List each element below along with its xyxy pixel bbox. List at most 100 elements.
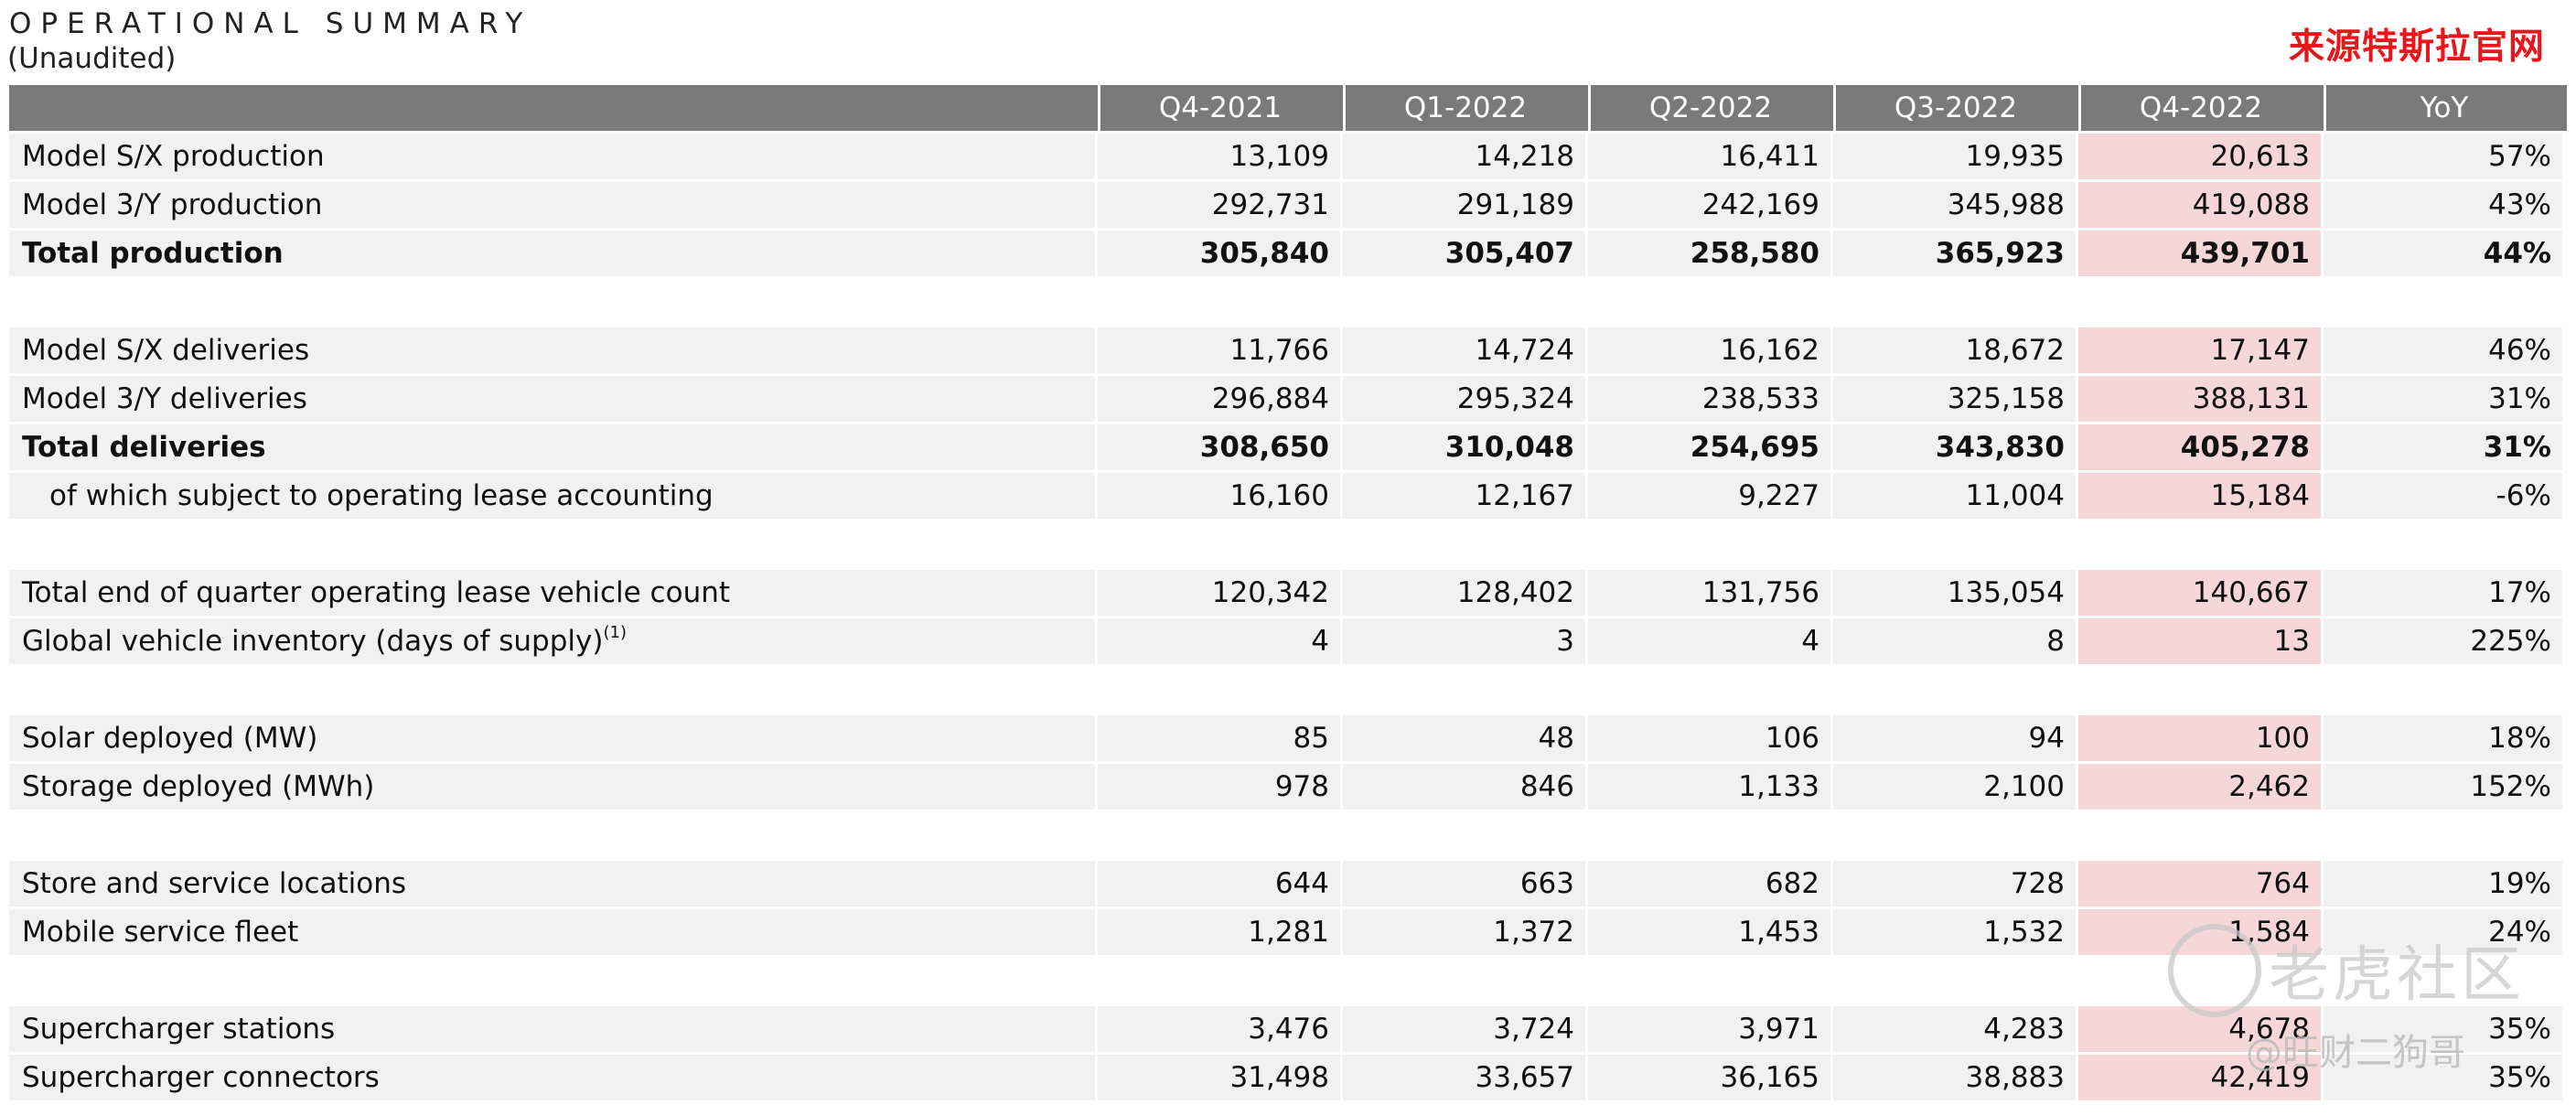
cell-q4-2022: 42,419 <box>2078 1055 2321 1100</box>
cell-q2-2022: 1,453 <box>1588 909 1830 955</box>
table-row: Model S/X production 13,109 14,218 16,411 19… <box>9 134 2567 179</box>
cell-q4-2021: 292,731 <box>1098 182 1340 228</box>
cell-q3-2022: 2,100 <box>1833 764 2076 810</box>
cell-q4-2021: 3,476 <box>1098 1006 1340 1052</box>
table-row: Storage deployed (MWh) 978 846 1,133 2,100 2,… <box>9 764 2567 810</box>
cell-yoy: 17% <box>2324 570 2562 616</box>
row-label: Model 3/Y production <box>9 182 1095 228</box>
cell-q4-2022: 419,088 <box>2078 182 2321 228</box>
cell-yoy: 44% <box>2324 231 2562 276</box>
cell-q4-2021: 4 <box>1098 618 1340 664</box>
cell-q3-2022: 11,004 <box>1833 473 2076 519</box>
cell-q4-2022: 439,701 <box>2078 231 2321 276</box>
cell-yoy: 57% <box>2324 134 2562 179</box>
cell-q2-2022: 1,133 <box>1588 764 1830 810</box>
row-label-text: of which subject to operating lease acco… <box>49 479 714 512</box>
row-label-text: Total production <box>22 237 284 270</box>
row-label: of which subject to operating lease acco… <box>9 473 1095 519</box>
cell-q4-2021: 308,650 <box>1098 424 1340 470</box>
table-row: Mobile service fleet 1,281 1,372 1,453 1,532… <box>9 909 2567 955</box>
table-row: Supercharger stations 3,476 3,724 3,971 4,28… <box>9 1006 2567 1052</box>
cell-q4-2021: 120,342 <box>1098 570 1340 616</box>
cell-q2-2022: 682 <box>1588 861 1830 907</box>
cell-q4-2021: 11,766 <box>1098 327 1340 373</box>
table-row: Total end of quarter operating lease veh… <box>9 570 2567 616</box>
cell-q3-2022: 365,923 <box>1833 231 2076 276</box>
row-label: Total end of quarter operating lease veh… <box>9 570 1095 616</box>
row-label: Total production <box>9 231 1095 276</box>
cell-q2-2022: 36,165 <box>1588 1055 1830 1100</box>
header-q4-2022: Q4-2022 <box>2078 85 2321 131</box>
cell-q3-2022: 38,883 <box>1833 1055 2076 1100</box>
page-subtitle: (Unaudited) <box>7 42 177 75</box>
cell-q4-2022: 140,667 <box>2078 570 2321 616</box>
cell-q1-2022: 33,657 <box>1343 1055 1585 1100</box>
cell-q3-2022: 94 <box>1833 715 2076 761</box>
table-row: Model 3/Y production 292,731 291,189 242,16… <box>9 182 2567 228</box>
cell-q2-2022: 9,227 <box>1588 473 1830 519</box>
cell-yoy: 19% <box>2324 861 2562 907</box>
cell-yoy: 31% <box>2324 376 2562 422</box>
table-body: Model S/X production 13,109 14,218 16,411 19… <box>9 134 2567 1100</box>
operational-summary-table: Q4-2021 Q1-2022 Q2-2022 Q3-2022 Q4-2022 … <box>9 85 2567 1103</box>
cell-q4-2021: 13,109 <box>1098 134 1340 179</box>
cell-q2-2022: 16,162 <box>1588 327 1830 373</box>
cell-q2-2022: 258,580 <box>1588 231 1830 276</box>
header-q1-2022: Q1-2022 <box>1343 85 1585 131</box>
cell-q2-2022: 242,169 <box>1588 182 1830 228</box>
cell-q3-2022: 325,158 <box>1833 376 2076 422</box>
table-row: Model S/X deliveries 11,766 14,724 16,162 18… <box>9 327 2567 373</box>
cell-q1-2022: 663 <box>1343 861 1585 907</box>
cell-q4-2022: 20,613 <box>2078 134 2321 179</box>
table-row: Total deliveries 308,650 310,048 254,695 343… <box>9 424 2567 470</box>
row-label: Mobile service fleet <box>9 909 1095 955</box>
row-label-text: Storage deployed (MWh) <box>22 770 375 803</box>
cell-q2-2022: 106 <box>1588 715 1830 761</box>
row-label: Model S/X production <box>9 134 1095 179</box>
table-row: Model 3/Y deliveries 296,884 295,324 238,53… <box>9 376 2567 422</box>
cell-yoy: -6% <box>2324 473 2562 519</box>
cell-q3-2022: 18,672 <box>1833 327 2076 373</box>
source-tag: 来源特斯拉官网 <box>2288 27 2545 68</box>
header-label-cell <box>9 85 1095 131</box>
cell-q1-2022: 12,167 <box>1343 473 1585 519</box>
header-q2-2022: Q2-2022 <box>1588 85 1830 131</box>
cell-q2-2022: 4 <box>1588 618 1830 664</box>
cell-yoy: 35% <box>2324 1055 2562 1100</box>
cell-q1-2022: 3,724 <box>1343 1006 1585 1052</box>
row-label-text: Global vehicle inventory (days of supply… <box>22 625 604 658</box>
row-label-text: Total end of quarter operating lease veh… <box>22 576 731 609</box>
cell-q1-2022: 128,402 <box>1343 570 1585 616</box>
group-spacer <box>9 279 2567 327</box>
header-yoy: YoY <box>2324 85 2562 131</box>
header-q4-2021: Q4-2021 <box>1098 85 1340 131</box>
cell-q4-2022: 13 <box>2078 618 2321 664</box>
row-label-text: Model 3/Y deliveries <box>22 382 307 415</box>
row-label-text: Total deliveries <box>22 431 266 464</box>
table-row: Solar deployed (MW) 85 48 106 94 100 18% <box>9 715 2567 761</box>
cell-q4-2022: 2,462 <box>2078 764 2321 810</box>
table-row: of which subject to operating lease acco… <box>9 473 2567 519</box>
cell-q1-2022: 295,324 <box>1343 376 1585 422</box>
cell-q4-2021: 31,498 <box>1098 1055 1340 1100</box>
cell-q4-2022: 17,147 <box>2078 327 2321 373</box>
cell-q2-2022: 16,411 <box>1588 134 1830 179</box>
cell-q3-2022: 135,054 <box>1833 570 2076 616</box>
row-label: Model S/X deliveries <box>9 327 1095 373</box>
footnote-marker: (1) <box>603 622 627 642</box>
row-label: Supercharger stations <box>9 1006 1095 1052</box>
row-label-text: Model 3/Y production <box>22 188 323 221</box>
row-label: Supercharger connectors <box>9 1055 1095 1100</box>
cell-q3-2022: 4,283 <box>1833 1006 2076 1052</box>
cell-yoy: 152% <box>2324 764 2562 810</box>
page-title: OPERATIONAL SUMMARY <box>9 7 532 40</box>
row-label-text: Solar deployed (MW) <box>22 722 318 755</box>
cell-q4-2021: 85 <box>1098 715 1340 761</box>
cell-q1-2022: 1,372 <box>1343 909 1585 955</box>
watermark-logo-icon <box>2168 924 2261 1017</box>
cell-q2-2022: 131,756 <box>1588 570 1830 616</box>
cell-q1-2022: 846 <box>1343 764 1585 810</box>
cell-yoy: 35% <box>2324 1006 2562 1052</box>
cell-yoy: 24% <box>2324 909 2562 955</box>
cell-q4-2021: 296,884 <box>1098 376 1340 422</box>
